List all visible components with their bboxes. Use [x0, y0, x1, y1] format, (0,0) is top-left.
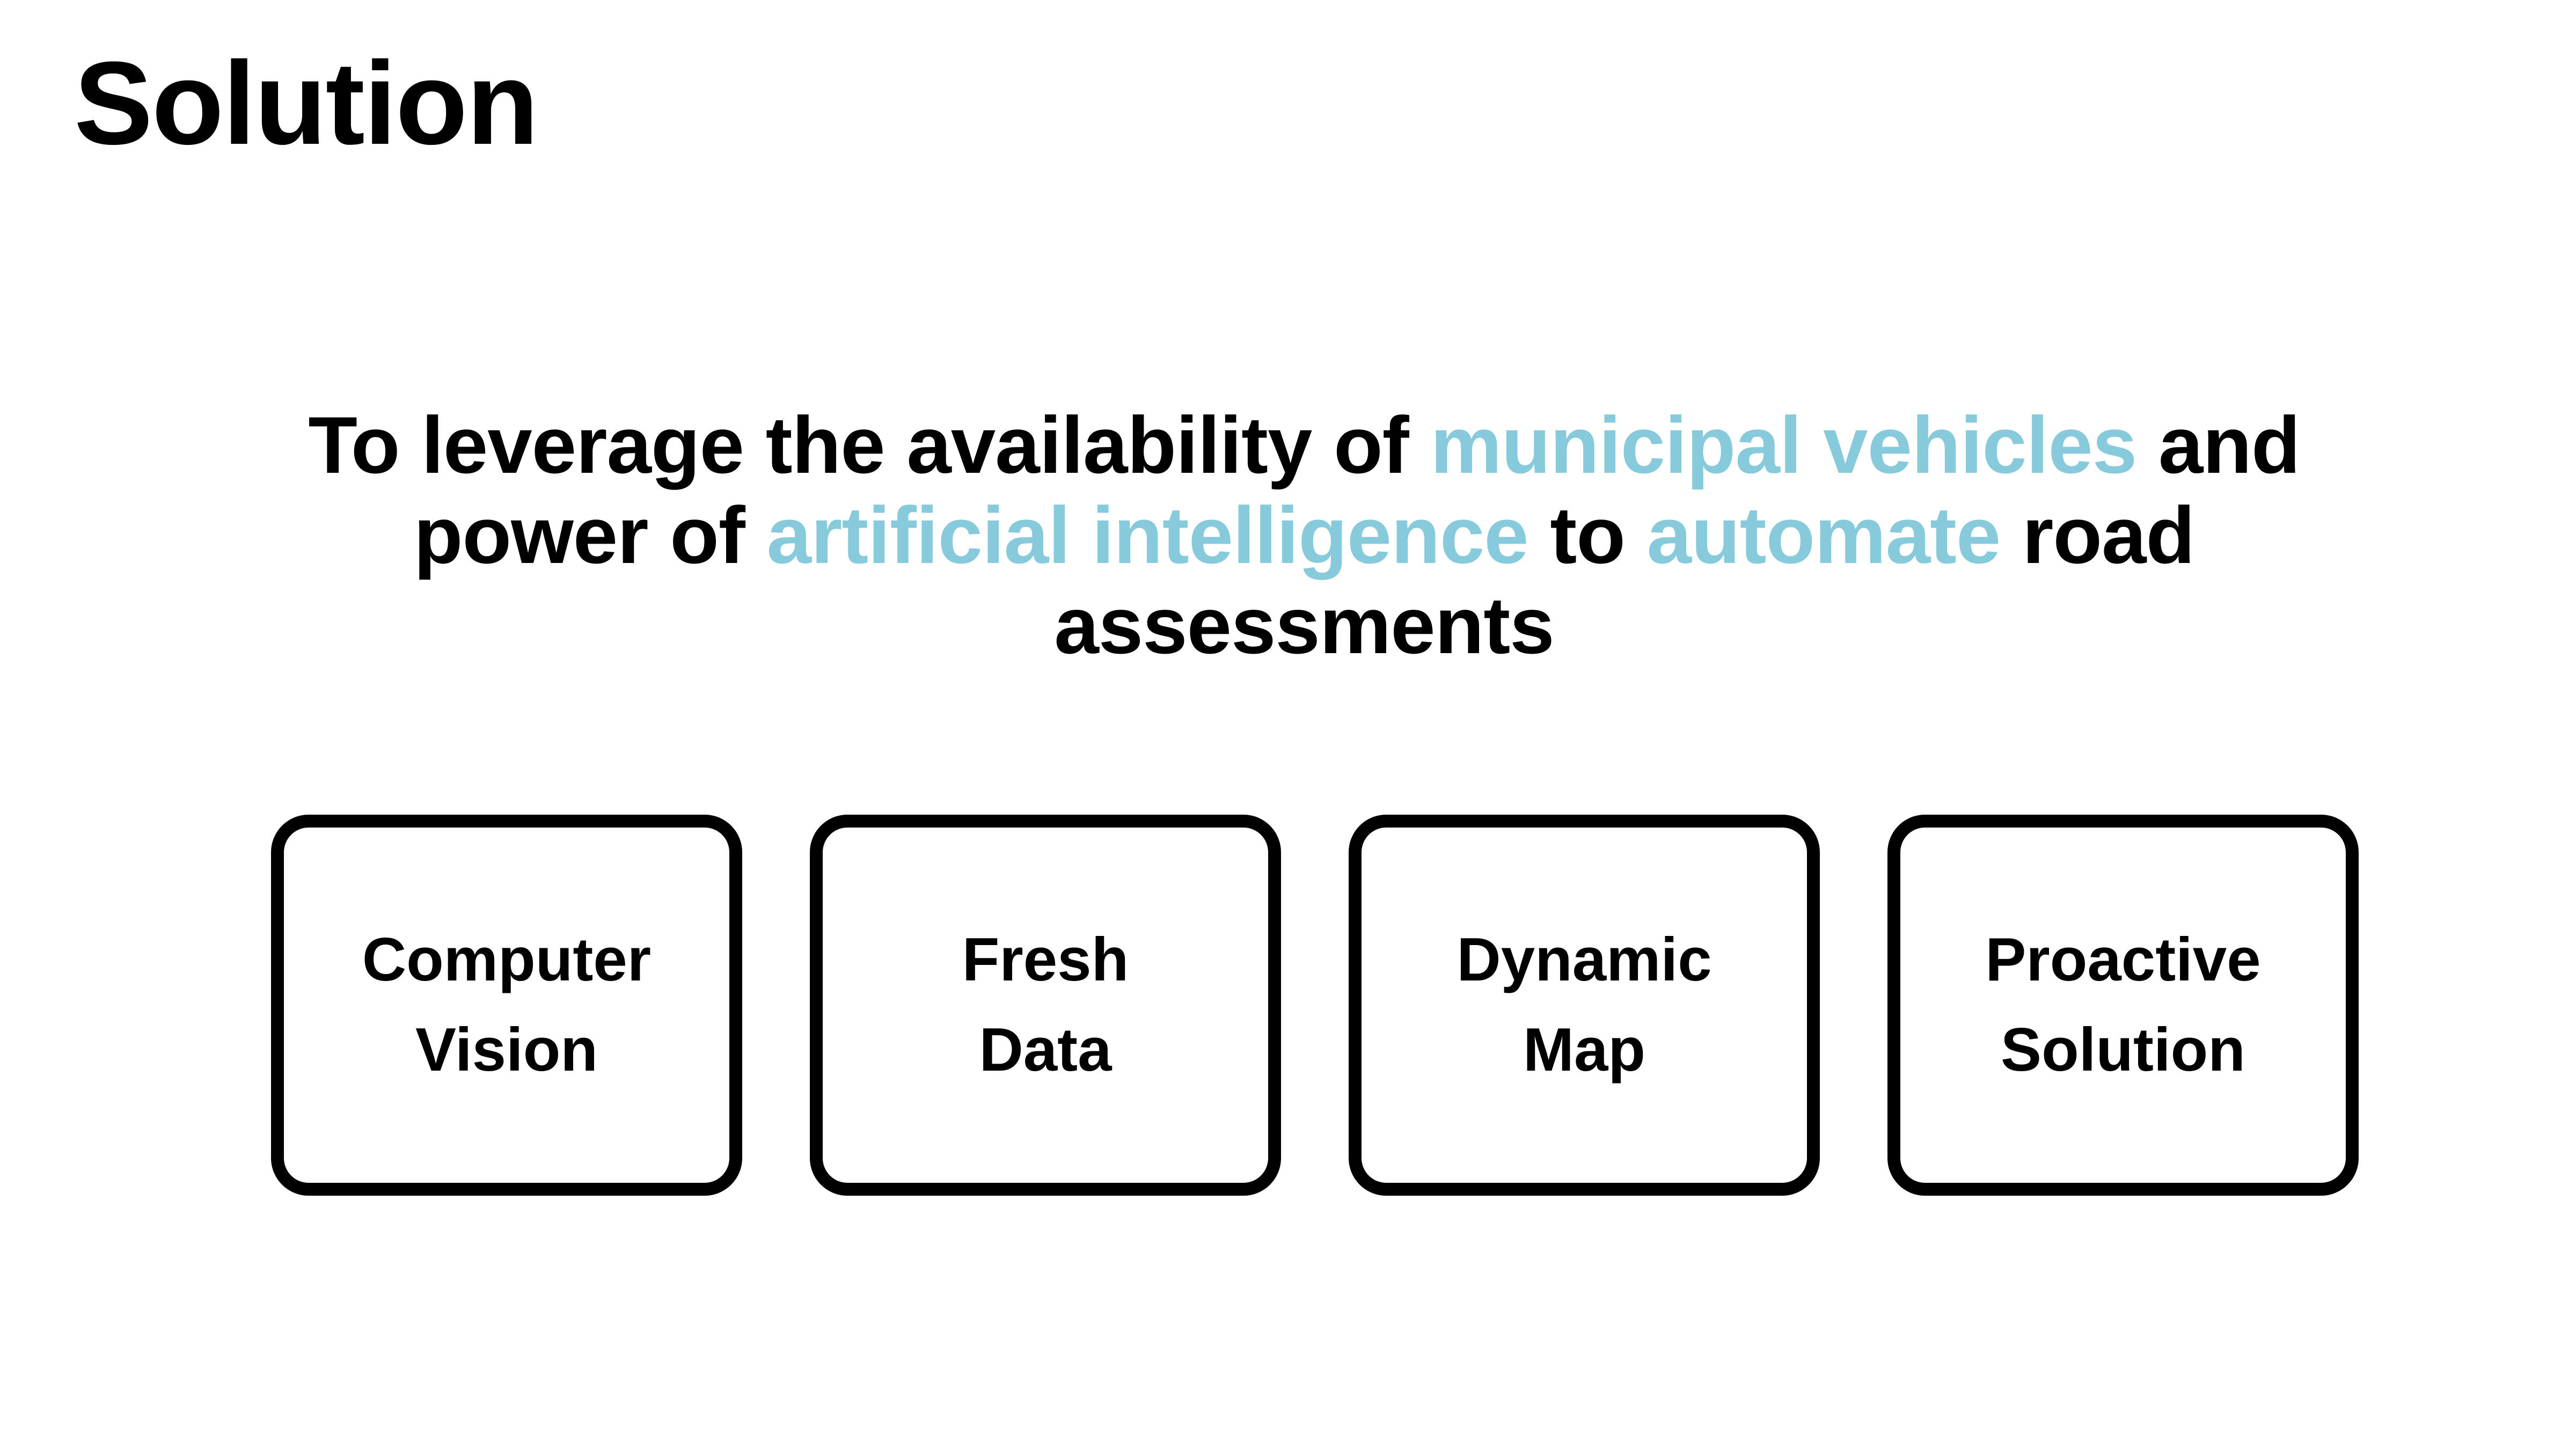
slide-title: Solution — [74, 37, 539, 169]
card-label: Computer Vision — [362, 926, 652, 1084]
card-label: Proactive Solution — [1985, 926, 2261, 1084]
solution-statement: To leverage the availability of municipa… — [268, 400, 2340, 670]
highlight-artificial-intelligence: artificial intelligence — [766, 490, 1529, 580]
statement-text: To leverage the availability of — [308, 400, 1431, 490]
statement-text: road assessments — [1054, 490, 2195, 670]
card-label: Fresh Data — [962, 926, 1129, 1084]
statement-text: and power of — [413, 400, 2301, 580]
card-label: Dynamic Map — [1457, 926, 1712, 1084]
card-fresh-data: Fresh Data — [810, 815, 1281, 1196]
card-computer-vision: Computer Vision — [271, 815, 742, 1196]
highlight-automate: automate — [1646, 490, 2001, 580]
card-proactive-solution: Proactive Solution — [1887, 815, 2359, 1196]
card-dynamic-map: Dynamic Map — [1349, 815, 1820, 1196]
feature-cards: Computer Vision Fresh Data Dynamic Map P… — [271, 815, 2359, 1196]
statement-text: to — [1528, 490, 1647, 580]
highlight-municipal-vehicles: municipal vehicles — [1430, 400, 2137, 490]
